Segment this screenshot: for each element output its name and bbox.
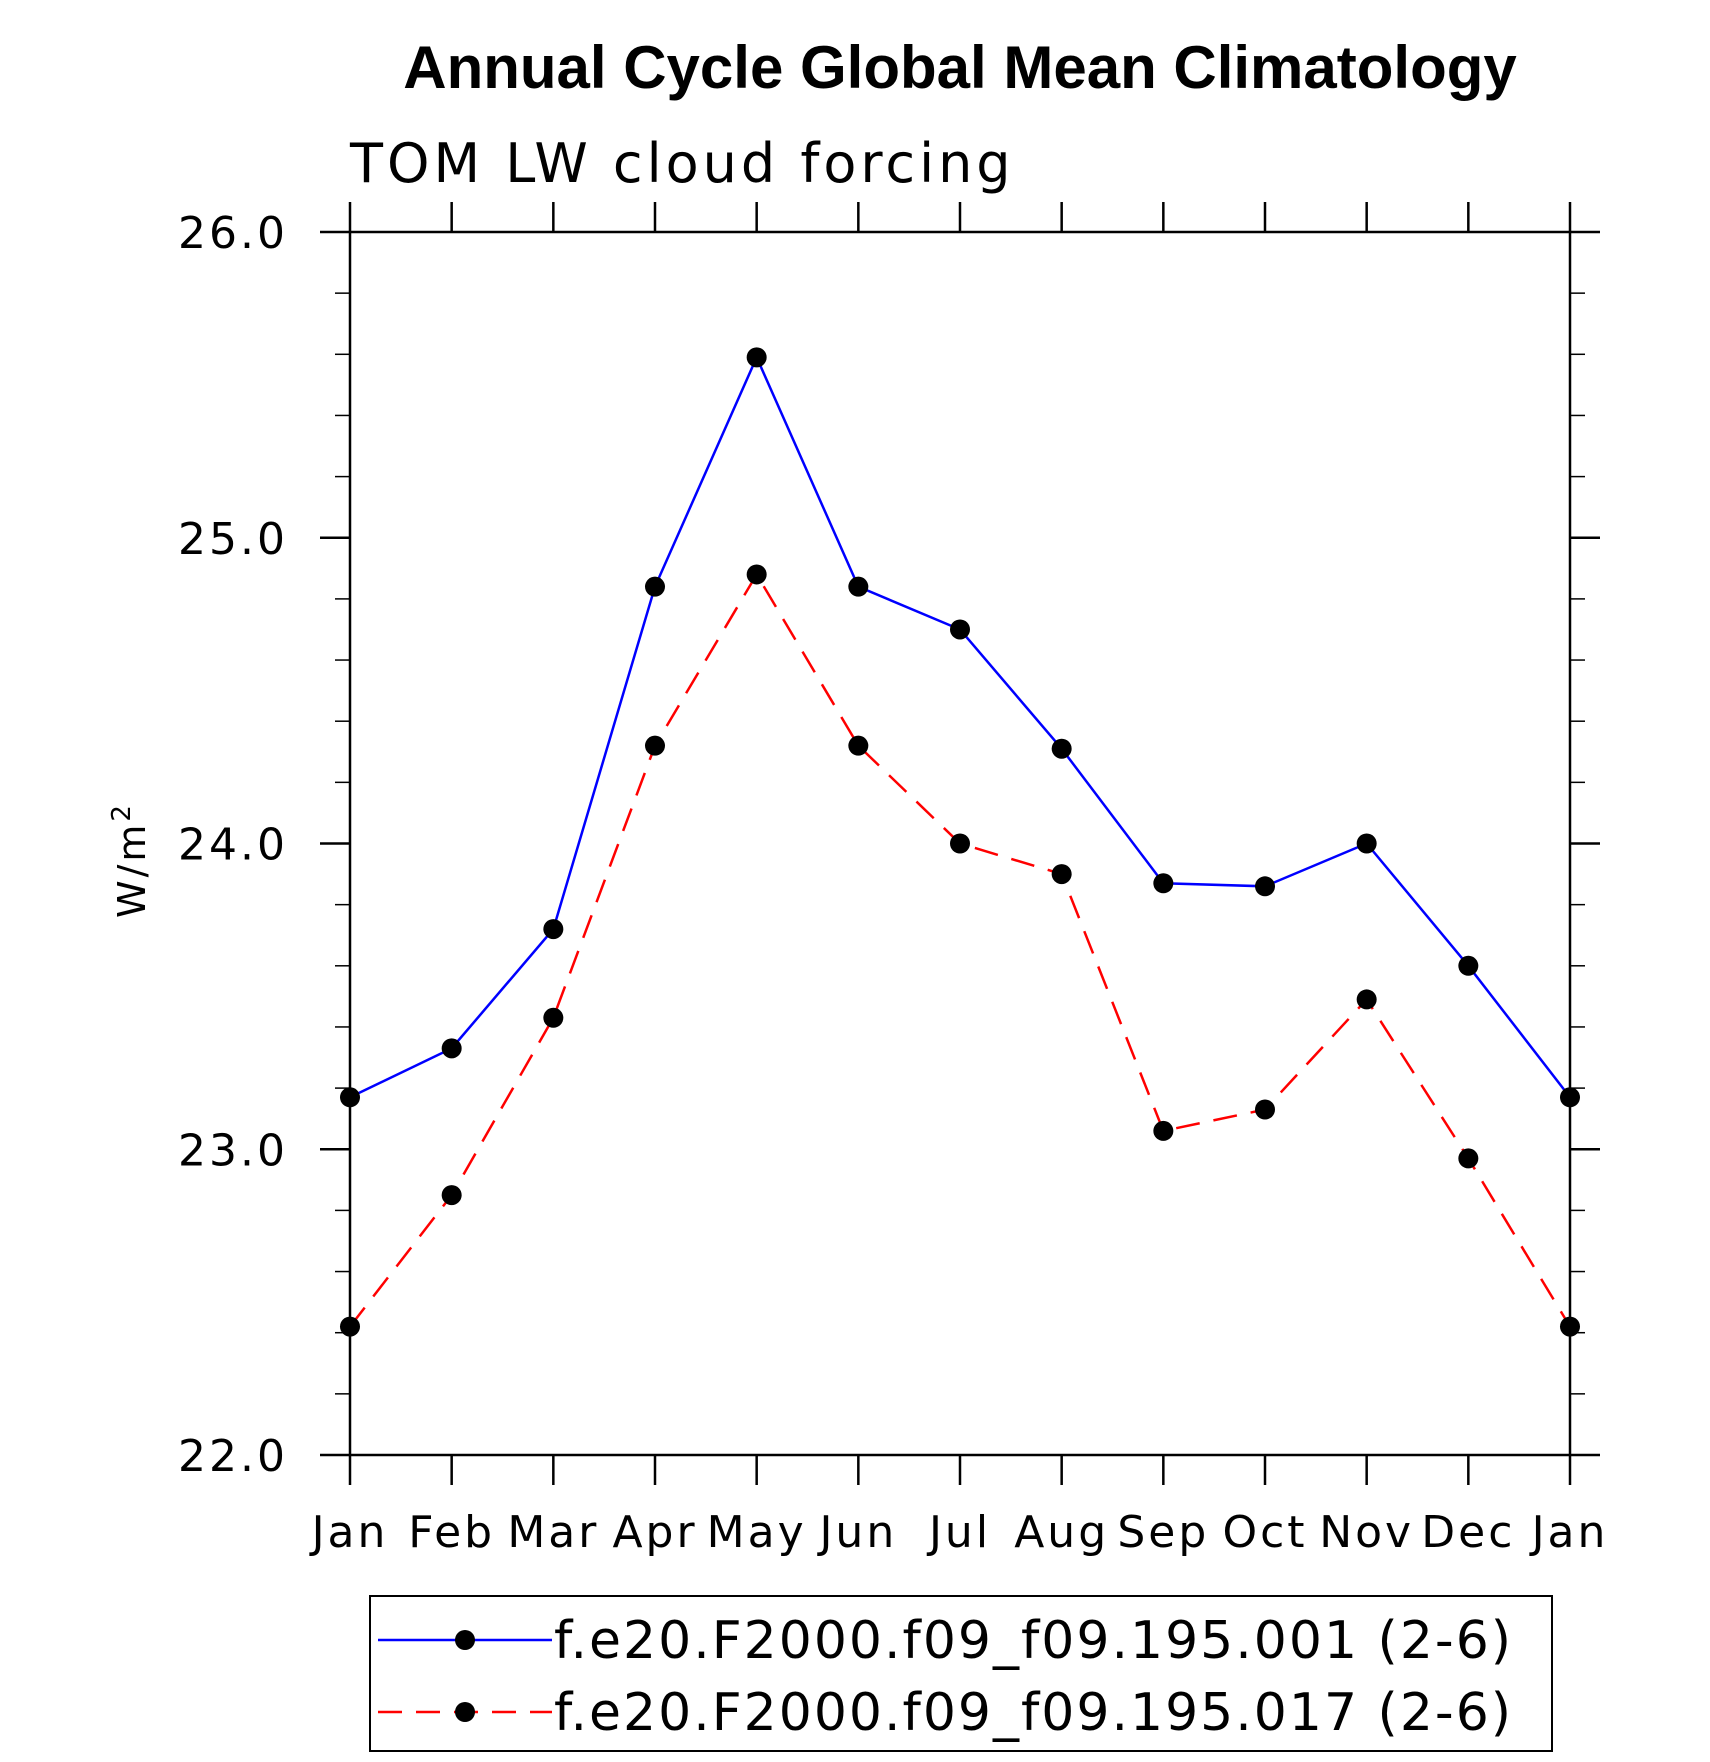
legend-box [369,1595,1553,1752]
legend-marker-series-2 [455,1702,475,1722]
x-tick-label: Sep [1117,1507,1209,1558]
x-tick-label: Dec [1421,1507,1515,1558]
axes-group [320,202,1600,1485]
series-1-point [1458,955,1479,976]
series-2-point [950,833,970,854]
x-tick-label: Aug [1014,1507,1109,1558]
chart-subtitle: TOM LW cloud forcing [349,132,1015,195]
y-tick-label: 23.0 [178,1125,288,1176]
x-tick-label: Feb [408,1507,495,1558]
series-1-point [1560,1087,1580,1108]
series-1-point [746,347,767,368]
x-tick-label: Mar [507,1507,599,1558]
series-1-point [340,1087,360,1108]
x-tick-label: Jul [926,1507,991,1558]
legend-label-series-2: f.e20.F2000.f09_f09.195.017 (2-6) [554,1683,1513,1743]
series-1-point [1153,873,1174,894]
legend-label-series-1: f.e20.F2000.f09_f09.195.001 (2-6) [554,1611,1513,1671]
y-tick-label: 26.0 [178,208,288,259]
series-1-point [1255,876,1275,897]
series-2-point [1255,1099,1275,1120]
series-line-2 [349,571,1572,1328]
series-2-point [441,1185,462,1206]
series-1-point [950,619,970,640]
legend-marker-series-1 [455,1630,475,1650]
x-tick-label: Apr [612,1507,697,1558]
x-tick-label: Nov [1319,1507,1414,1558]
x-tick-label: May [707,1507,807,1558]
series-layer [340,347,1580,1337]
series-2-point [1153,1120,1174,1141]
y-tick-label: 22.0 [178,1431,288,1482]
x-tick-label: Oct [1222,1507,1307,1558]
series-2-point [1051,864,1072,885]
series-2-point [848,735,869,756]
series-1-point [543,919,564,940]
series-1-point [1051,738,1072,759]
series-2-point [1458,1148,1479,1169]
series-1-point [441,1038,462,1059]
series-1-point [848,576,869,597]
y-tick-label: 24.0 [178,820,288,871]
x-tick-label: Jan [1529,1507,1609,1558]
x-tick-labels: Jan Feb Mar Apr May Jun Jul Aug Sep Oct Nov Dec Jan [309,1507,1609,1558]
series-2-point [1356,989,1377,1010]
series-2-point [1560,1316,1580,1337]
y-axis-label: W/m2 [107,802,154,918]
y-axis-label-superscript: 2 [107,802,137,822]
series-1-point [645,576,665,597]
x-tick-label: Jun [816,1507,897,1558]
y-tick-label: 25.0 [178,514,288,565]
series-2-point [543,1007,564,1028]
x-tick-label: Jan [309,1507,389,1558]
series-1-point [1356,833,1377,854]
series-2-point [340,1316,360,1337]
series-2-point [645,735,665,756]
legend: f.e20.F2000.f09_f09.195.001 (2-6) f.e20.… [369,1595,1553,1752]
chart-title: Annual Cycle Global Mean Climatology [403,34,1517,101]
y-tick-labels: 22.0 23.0 24.0 25.0 26.0 [178,208,288,1482]
y-axis-label-unit: W/m [110,822,154,918]
series-2-point [746,564,767,585]
series-line-1 [349,354,1571,1099]
